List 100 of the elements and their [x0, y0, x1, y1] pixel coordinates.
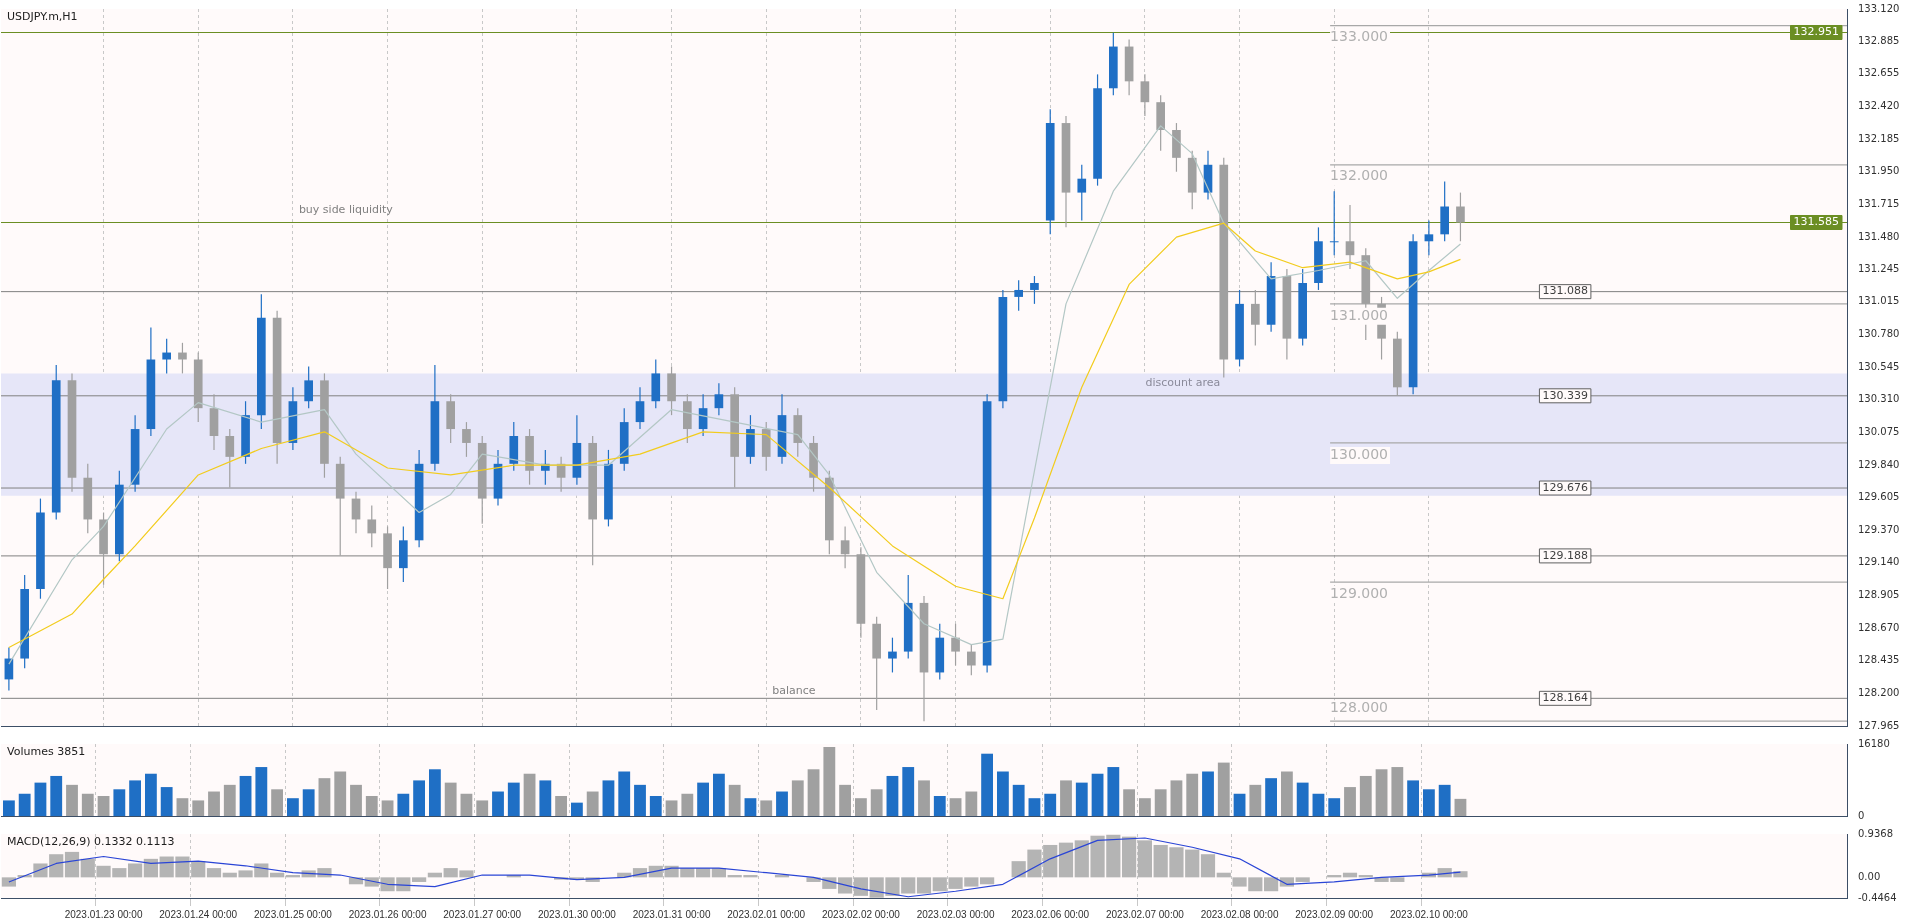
- bar: [665, 800, 678, 816]
- bar: [1264, 877, 1279, 892]
- bar: [918, 780, 930, 816]
- candlestick: [1250, 289, 1260, 347]
- bar: [965, 791, 978, 816]
- x-tick-label: 2023.02.01 00:00: [727, 908, 806, 920]
- x-tick-label: 2023.02.06 00:00: [1011, 908, 1090, 920]
- bar: [996, 771, 1009, 816]
- bar: [1028, 798, 1041, 816]
- bar: [728, 784, 741, 816]
- bar: [870, 789, 883, 816]
- candlestick: [367, 504, 377, 548]
- ref-line-label: 130.339: [1542, 388, 1588, 402]
- bar: [318, 778, 331, 816]
- candlestick: [1014, 279, 1024, 312]
- bar: [1265, 778, 1278, 816]
- bar: [1138, 798, 1151, 816]
- bar: [1186, 773, 1199, 816]
- bar: [97, 795, 110, 816]
- bar: [1044, 793, 1057, 816]
- chart-title: MACD(12,26,9) 0.1332 0.1113: [7, 835, 175, 849]
- candlestick: [1424, 219, 1434, 256]
- bar: [128, 863, 143, 878]
- bar: [64, 851, 80, 878]
- annotation: buy side liquidity: [298, 202, 394, 216]
- bar: [933, 795, 946, 816]
- bar: [886, 775, 899, 816]
- bar: [286, 798, 299, 816]
- bar: [539, 780, 552, 816]
- chart-title: Volumes 3851: [7, 745, 86, 759]
- bar: [949, 798, 962, 816]
- bar: [1060, 780, 1072, 816]
- y-tick-label: 132.185: [1858, 132, 1900, 144]
- bar: [81, 793, 94, 816]
- bar: [681, 793, 694, 816]
- y-tick-label: 129.840: [1858, 458, 1900, 470]
- y-tick-label: 131.245: [1858, 263, 1900, 275]
- candlestick: [1329, 190, 1339, 256]
- bar: [223, 784, 236, 816]
- bar: [1280, 771, 1293, 816]
- ref-line-label: 130.000: [1330, 445, 1389, 462]
- bar: [192, 800, 205, 816]
- bar: [208, 791, 220, 816]
- bar: [1075, 782, 1088, 816]
- bar: [271, 789, 284, 816]
- bar: [413, 780, 426, 816]
- x-tick-label: 2023.01.24 00:00: [159, 908, 238, 920]
- bar: [697, 782, 710, 816]
- ref-line-label: 133.000: [1330, 28, 1389, 45]
- ref-line-label: 128.164: [1542, 691, 1588, 705]
- bar: [239, 775, 252, 816]
- bar: [916, 877, 932, 894]
- bar: [460, 793, 473, 816]
- candlestick: [951, 623, 960, 667]
- ref-line-label: 132.000: [1330, 167, 1389, 184]
- bar: [1202, 771, 1214, 816]
- y-tick-label: 130.545: [1858, 360, 1900, 372]
- x-tick-label: 2023.01.30 00:00: [537, 908, 617, 920]
- chart-title: USDJPY.m,H1: [7, 10, 78, 24]
- candlestick: [225, 428, 235, 489]
- bar: [1200, 854, 1216, 878]
- bar: [1422, 789, 1435, 816]
- bar: [854, 798, 867, 816]
- candlestick: [840, 525, 850, 569]
- bar: [50, 775, 63, 816]
- bar: [381, 800, 394, 816]
- bar: [1170, 780, 1183, 816]
- y-tick-label: 0.00: [1858, 870, 1881, 882]
- candlestick: [635, 386, 645, 430]
- x-tick-label: 2023.02.09 00:00: [1295, 908, 1374, 920]
- bar: [1012, 784, 1025, 816]
- bar: [113, 789, 126, 816]
- x-tick-label: 2023.01.27 00:00: [443, 908, 522, 920]
- bar: [476, 800, 489, 816]
- bar: [34, 782, 47, 816]
- bar: [902, 767, 915, 816]
- bar: [444, 782, 457, 816]
- candlestick: [714, 382, 724, 416]
- bar: [823, 747, 836, 816]
- y-tick-label: 130.780: [1858, 328, 1900, 340]
- y-tick-label: 129.140: [1858, 556, 1900, 568]
- bar: [129, 780, 142, 816]
- x-tick-label: 2023.02.02 00:00: [821, 908, 901, 920]
- bar: [570, 802, 583, 816]
- y-tick-label: 132.885: [1858, 35, 1900, 47]
- y-tick-label: 130.075: [1858, 426, 1900, 438]
- bar: [634, 784, 646, 816]
- bar: [1091, 773, 1104, 816]
- candlestick: [178, 342, 187, 375]
- y-tick-label: 128.905: [1858, 588, 1900, 600]
- bar: [1058, 842, 1074, 878]
- bar: [365, 795, 378, 816]
- candlestick: [1140, 73, 1150, 117]
- bar: [853, 877, 868, 896]
- bar: [838, 877, 853, 894]
- candlestick: [888, 637, 897, 674]
- y-tick-label: 131.950: [1858, 165, 1900, 177]
- bar: [334, 771, 347, 816]
- band-label: discount area: [1145, 375, 1221, 389]
- y-tick-label: 131.480: [1858, 230, 1900, 242]
